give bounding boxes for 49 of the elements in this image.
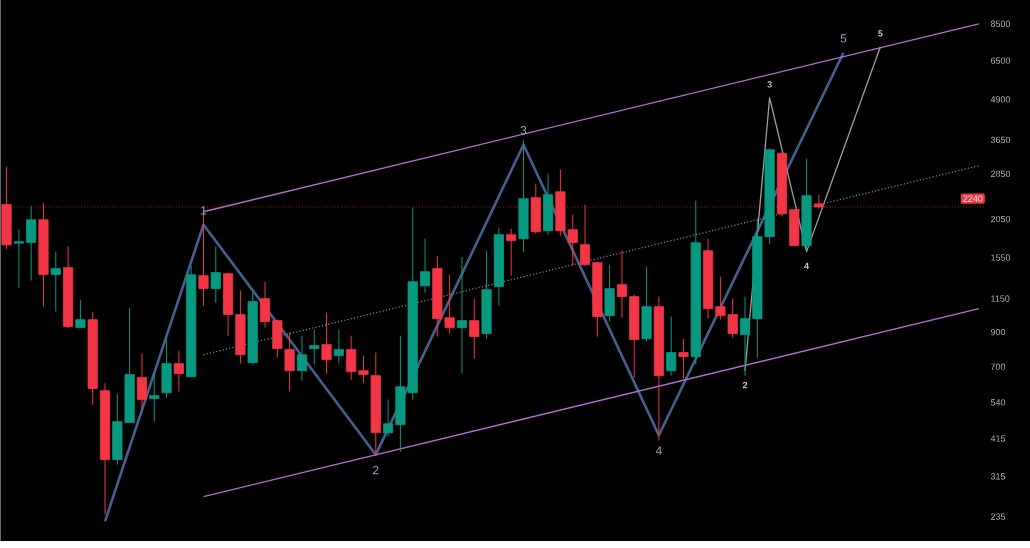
annotation: 3: [520, 126, 527, 135]
candlestick: [309, 329, 320, 366]
candlestick: [75, 299, 86, 329]
annotation: 5: [878, 30, 883, 37]
candlestick: [50, 251, 61, 313]
candlestick: [739, 296, 751, 377]
candlestick: [296, 335, 308, 382]
annotation: 4: [804, 262, 809, 270]
y-tick-label: 900: [990, 329, 1006, 336]
y-tick-label: 415: [990, 435, 1006, 442]
y-tick-label: 2850: [990, 170, 1011, 178]
annotation: 3: [767, 81, 772, 88]
annotation: 4: [655, 446, 662, 455]
candlestick: [149, 372, 160, 423]
y-tick-label: 4900: [990, 96, 1011, 103]
y-tick-label: 235: [990, 513, 1006, 520]
annotation: 2: [742, 382, 748, 389]
y-tick-label: 315: [990, 473, 1006, 480]
candlestick: [346, 335, 357, 381]
y-tick-label: 3650: [990, 136, 1011, 144]
y-tick-label: 700: [990, 363, 1006, 371]
candlestick: [419, 238, 431, 294]
candlestick: [678, 338, 689, 380]
candlestick: [469, 298, 480, 360]
y-tick-label: 540: [990, 399, 1006, 406]
candlestick: [284, 331, 295, 393]
ref-line-label: 2240: [963, 195, 983, 202]
candlestick: [666, 316, 677, 377]
candlestick: [321, 312, 332, 375]
annotation: 2: [373, 466, 379, 475]
candlestick: [173, 350, 184, 393]
y-tick-label: 6500: [990, 57, 1011, 64]
candlestick: [383, 399, 394, 438]
y-tick-label: 1150: [991, 295, 1010, 302]
candlestick: [358, 355, 369, 384]
candlestick: [26, 205, 37, 282]
candlestick: [456, 256, 468, 375]
y-tick-label: 2050: [990, 216, 1011, 223]
candlestick: [13, 229, 24, 289]
candlestick: [616, 250, 628, 319]
candlestick: [333, 329, 344, 365]
annotation: 1: [201, 206, 207, 215]
candlestick: [136, 353, 148, 411]
y-tick-label: 8500: [990, 20, 1011, 28]
candlestick: [506, 228, 517, 277]
y-tick-label: 1550: [991, 254, 1011, 261]
annotation: 5: [840, 34, 847, 43]
candlestick: [210, 246, 221, 304]
candlestick: [259, 281, 271, 329]
